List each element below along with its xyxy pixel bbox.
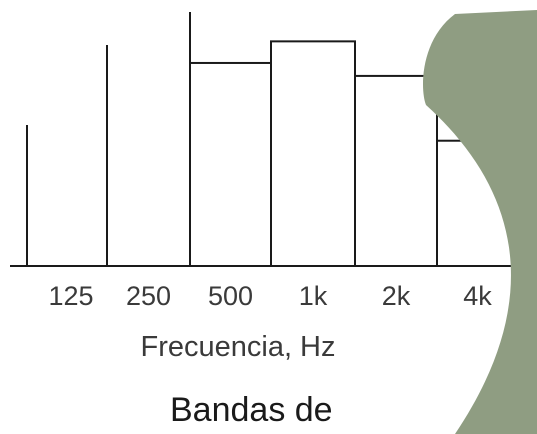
x-tick-label-250: 250 bbox=[126, 281, 171, 311]
x-tick-label-4k: 4k bbox=[463, 281, 492, 311]
bars-group bbox=[26, 12, 537, 268]
bar-2k bbox=[354, 74, 438, 267]
bar-1k bbox=[270, 40, 356, 267]
x-tick-label-125: 125 bbox=[48, 281, 93, 311]
x-tick-label-2k: 2k bbox=[382, 281, 411, 311]
x-tick-label-500: 500 bbox=[208, 281, 253, 311]
bar-500 bbox=[189, 61, 272, 267]
tick-labels-group: 125 250 500 1k 2k 4k bbox=[48, 281, 492, 311]
x-axis-label: Frecuencia, Hz bbox=[140, 331, 335, 363]
x-tick-label-1k: 1k bbox=[299, 281, 328, 311]
chart-title-fragment: Bandas de bbox=[170, 391, 333, 429]
decorative-overlay-shape bbox=[423, 10, 537, 434]
